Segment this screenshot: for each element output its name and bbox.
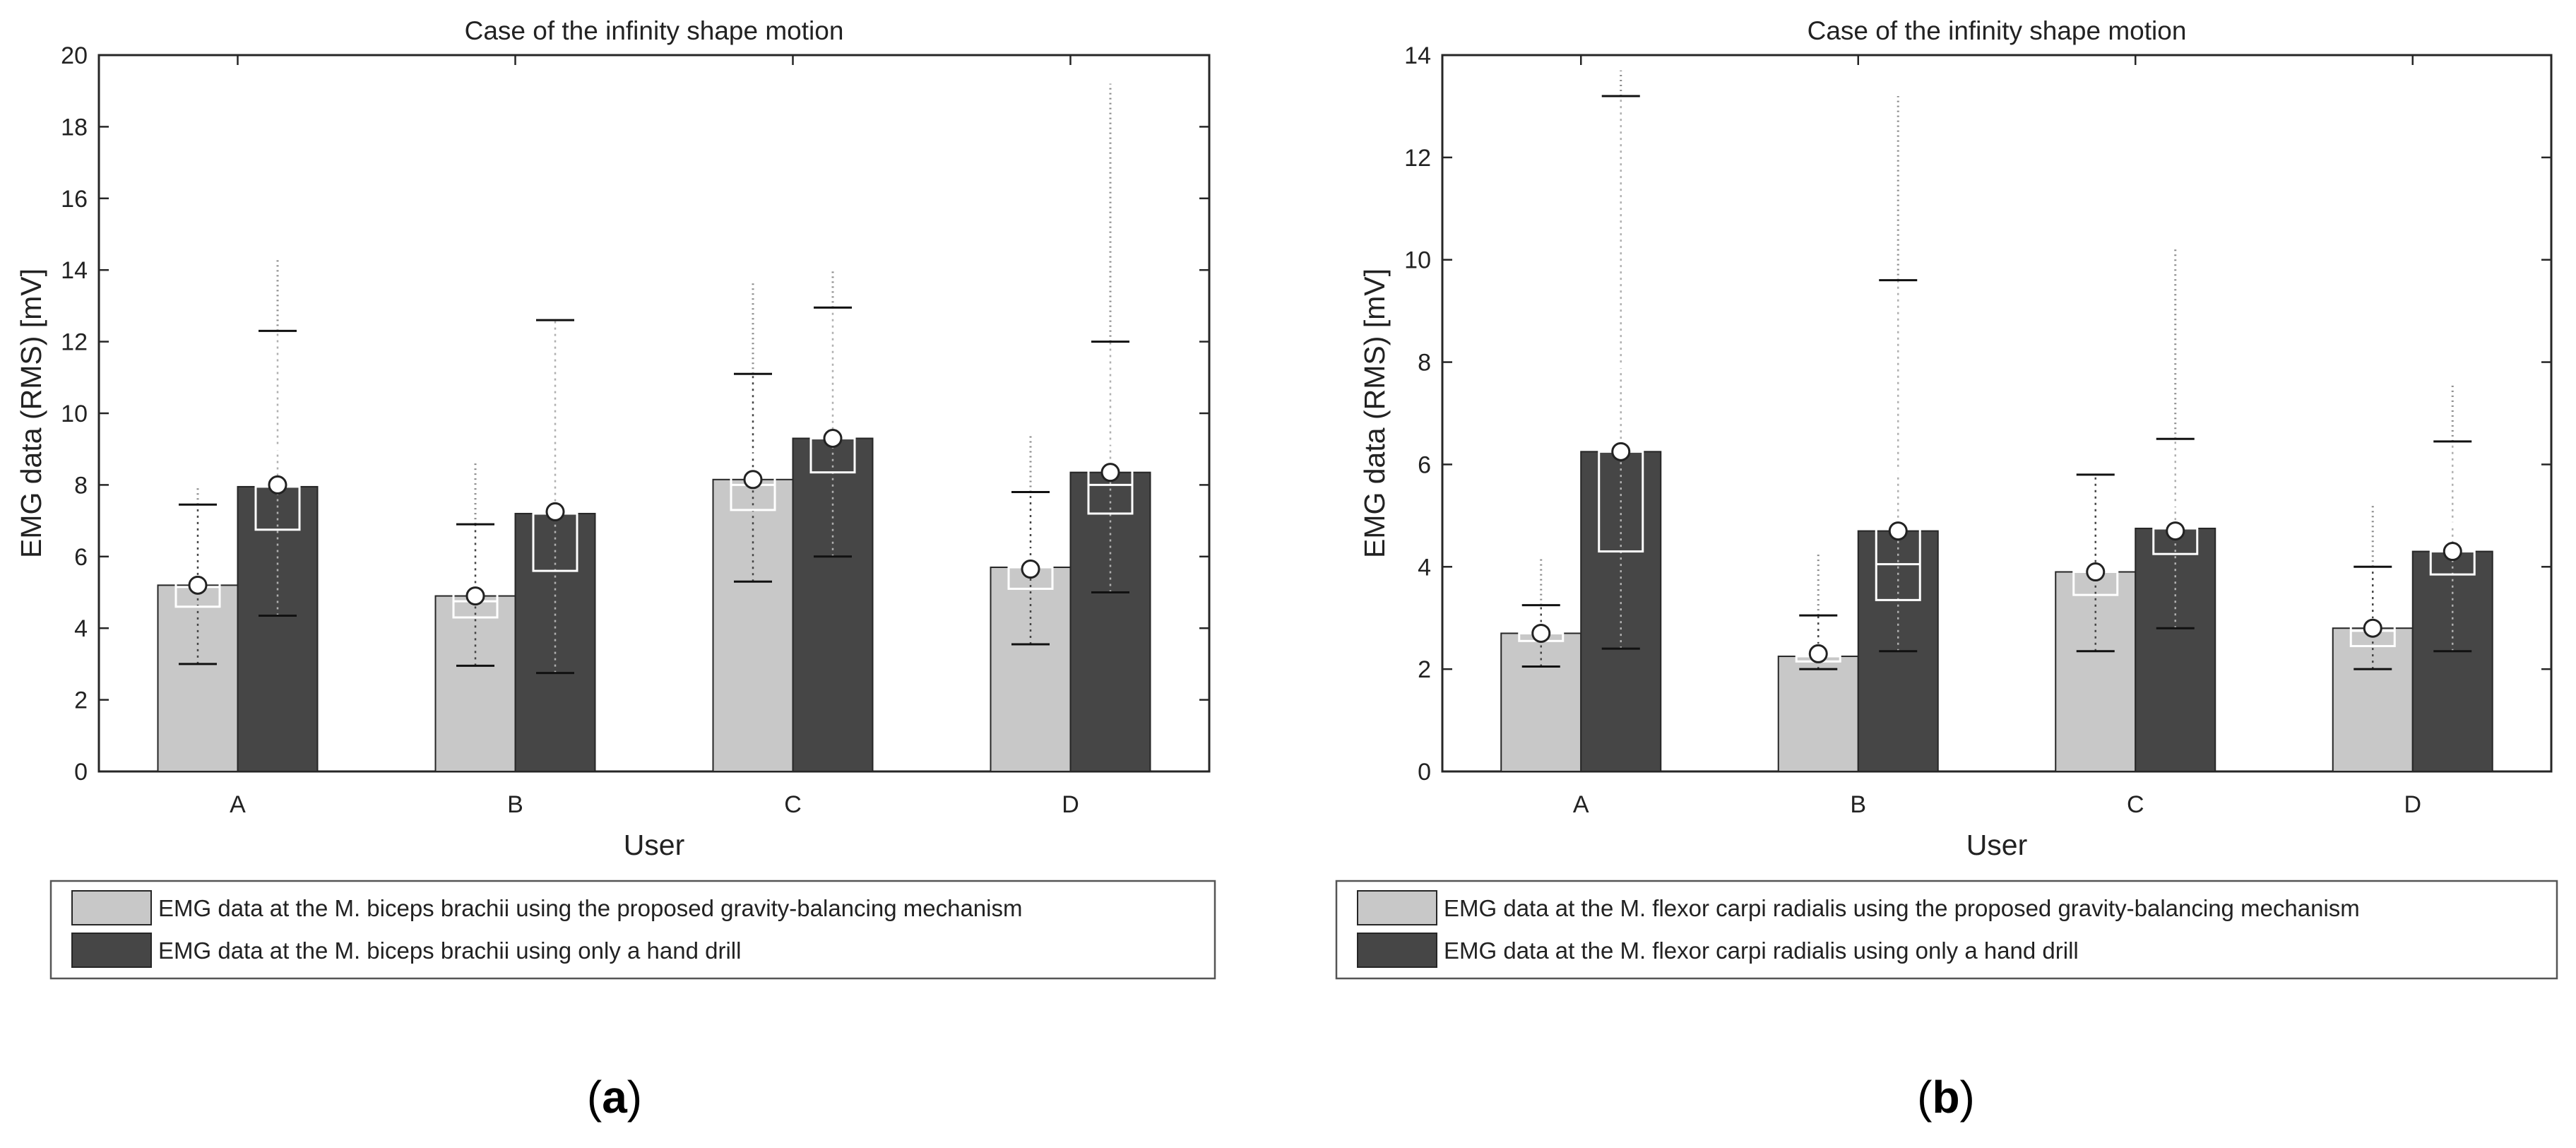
mean-marker (823, 428, 843, 448)
iqr-box (730, 453, 776, 511)
mean-marker (1611, 442, 1631, 461)
iqr-box (2429, 522, 2476, 576)
iqr-box (2072, 545, 2119, 596)
iqr-box (174, 562, 221, 608)
y-tick-label: 6 (1418, 451, 1431, 478)
legend-entry: EMG data at the M. biceps brachii using … (158, 937, 741, 964)
y-tick-label: 10 (1404, 247, 1431, 274)
legend-box (49, 880, 1216, 980)
bar-dark-C (792, 437, 874, 772)
legend-swatch (1357, 890, 1437, 925)
x-tick-label: B (507, 791, 523, 818)
x-tick-label: A (1573, 791, 1589, 818)
y-tick-label: 12 (61, 329, 88, 356)
mean-marker (1021, 560, 1040, 579)
x-tick-label: A (230, 791, 246, 818)
y-axis-label: EMG data (RMS) [mV] (15, 268, 47, 558)
iqr-box (2152, 504, 2199, 555)
y-tick-label: 2 (74, 687, 88, 714)
chart-panel-a: 0 2 4 6 8 10 12 14 16 18 20 A B C D Case of the infinit… (15, 16, 1216, 1123)
y-tick-label: 18 (61, 114, 88, 141)
iqr-box (254, 448, 301, 531)
bar-dark-A (237, 485, 319, 772)
mean-marker (743, 470, 763, 490)
chart-title: Case of the infinity shape motion (465, 16, 844, 45)
bar-light-A (157, 584, 239, 772)
y-tick-label: 4 (1418, 554, 1431, 581)
y-tick-label: 10 (61, 401, 88, 427)
x-axis-label: User (624, 829, 685, 861)
iqr-box (1087, 442, 1134, 515)
y-tick-label: 20 (61, 42, 88, 69)
x-axis-label: User (1966, 829, 2028, 861)
y-tick-label: 4 (74, 615, 88, 642)
mean-marker (465, 586, 485, 606)
y-tick-label: 2 (1418, 656, 1431, 683)
legend: EMG data at the M. flexor carpi radialis… (1335, 880, 2558, 980)
panel-label: (a) (587, 1072, 642, 1123)
bar-light-A (1500, 632, 1582, 773)
legend-swatch (71, 933, 152, 968)
x-tick-label: D (2404, 791, 2421, 818)
y-tick-label: 8 (1418, 350, 1431, 377)
legend-swatch (71, 890, 152, 925)
y-tick-label: 0 (1418, 759, 1431, 786)
y-tick-label: 8 (74, 472, 88, 499)
iqr-box (452, 579, 499, 619)
bar-dark-C (2135, 527, 2216, 772)
mean-marker (268, 475, 287, 495)
iqr-box (1598, 366, 1644, 553)
x-tick-label: C (784, 791, 802, 818)
mean-marker (545, 502, 565, 521)
bar-light-C (712, 478, 794, 772)
mean-marker (188, 575, 208, 595)
y-tick-label: 6 (74, 544, 88, 571)
y-tick-label: 16 (61, 186, 88, 213)
legend-swatch (1357, 933, 1437, 968)
panel-label: (b) (1917, 1072, 1975, 1123)
x-tick-label: D (1062, 791, 1079, 818)
mean-marker (2166, 521, 2185, 541)
y-tick-label: 12 (1404, 145, 1431, 172)
legend: EMG data at the M. biceps brachii using … (49, 880, 1216, 980)
y-tick-label: 14 (61, 257, 88, 284)
mean-marker (2443, 542, 2462, 562)
x-tick-label: C (2127, 791, 2144, 818)
mean-marker (1888, 521, 1908, 541)
legend-entry: EMG data at the M. biceps brachii using … (158, 895, 1022, 921)
mean-marker (2086, 562, 2106, 582)
y-tick-label: 0 (74, 759, 88, 786)
chart-panel-b: 0 2 4 6 8 10 12 14 A B C D Case of the infinity shap… (1335, 16, 2558, 1123)
x-tick-label: B (1850, 791, 1866, 818)
mean-marker (2363, 618, 2382, 638)
bar-light-B (1777, 656, 1859, 772)
legend-box (1335, 880, 2558, 980)
bar-dark-A (1580, 451, 1662, 772)
y-tick-label: 14 (1404, 42, 1431, 69)
bar-light-B (434, 595, 516, 772)
mean-marker (1100, 463, 1120, 483)
bar-dark-D (2411, 550, 2493, 772)
legend-entry: EMG data at the M. flexor carpi radialis… (1444, 895, 2360, 921)
mean-marker (1531, 623, 1551, 643)
bar-light-C (2055, 571, 2137, 772)
y-axis-label: EMG data (RMS) [mV] (1358, 268, 1391, 558)
legend-entry: EMG data at the M. flexor carpi radialis… (1444, 937, 2079, 964)
iqr-box (1875, 471, 1921, 601)
chart-title: Case of the infinity shape motion (1808, 16, 2187, 45)
iqr-box (1007, 548, 1054, 590)
bar-light-D (990, 567, 1072, 772)
mean-marker (1808, 644, 1828, 663)
bar-dark-D (1069, 471, 1151, 773)
bar-dark-B (514, 512, 596, 773)
